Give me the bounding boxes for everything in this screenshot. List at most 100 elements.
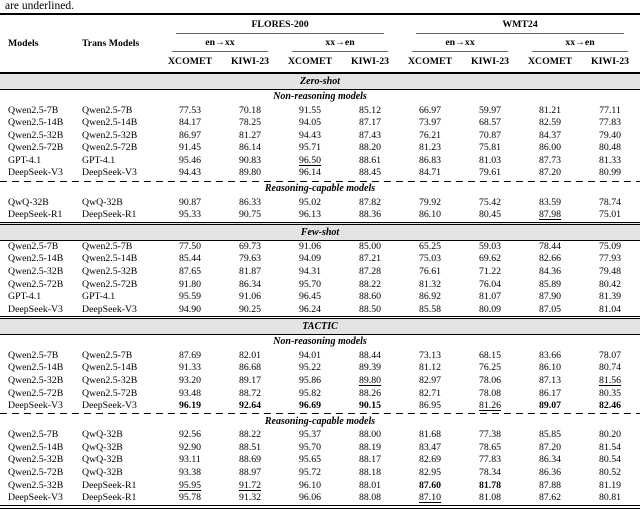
score-cell: 70.18 — [238, 104, 262, 116]
score-cell: 77.53 — [178, 104, 202, 116]
score-cell: 89.17 — [238, 375, 262, 386]
trans-model-cell: Qwen2.5-7B — [82, 349, 133, 361]
model-cell: Qwen2.5-7B — [8, 104, 59, 116]
subsection-title: Non-reasoning models — [273, 91, 367, 102]
trans-model-cell: Qwen2.5-72B — [82, 142, 138, 154]
model-cell: DeepSeek-V3 — [8, 167, 63, 179]
score-cell: 86.97 — [178, 129, 202, 141]
score-cell: 88.72 — [238, 387, 262, 399]
score-cell: 95.82 — [298, 387, 322, 399]
score-cell: 81.78 — [479, 479, 502, 491]
score-cell: 88.17 — [358, 454, 382, 466]
score-cell: 88.19 — [358, 441, 382, 453]
trans-models-column-header: Trans Models — [82, 38, 140, 49]
score-cell: 88.22 — [238, 429, 262, 441]
score-cell: 86.95 — [419, 400, 442, 412]
score-cell: 90.15 — [358, 400, 382, 412]
score-cell: 81.12 — [419, 362, 442, 374]
score-cell: 81.07 — [479, 291, 502, 303]
score-cell: 81.32 — [419, 278, 442, 290]
score-cell: 82.66 — [539, 253, 562, 265]
metric-header-kiwi23: KIWI-23 — [470, 56, 510, 67]
score-cell: 59.03 — [479, 240, 502, 252]
score-cell: 96.13 — [298, 209, 322, 221]
score-cell: 81.56 — [599, 375, 622, 386]
score-cell: 80.35 — [599, 387, 622, 399]
section-header-row: TACTIC — [0, 317, 640, 335]
score-cell: 76.04 — [479, 278, 502, 290]
score-cell: 81.23 — [419, 142, 442, 154]
trans-model-cell: QwQ-32B — [82, 454, 123, 466]
model-cell: Qwen2.5-72B — [8, 467, 64, 479]
table-row: GPT-4.1 GPT-4.1 95.59 91.06 96.45 88.60 86.92 8… — [0, 291, 640, 304]
trans-model-cell: Qwen2.5-7B — [82, 104, 133, 116]
score-cell: 81.19 — [599, 479, 622, 491]
score-cell: 87.82 — [358, 196, 382, 208]
score-cell: 88.45 — [358, 167, 382, 179]
table-row: DeepSeek-V3 DeepSeek-V3 94.90 90.25 96.24 88.… — [0, 304, 640, 318]
results-table: Models Trans Models FLORES-200 WMT24 en→… — [0, 13, 640, 509]
score-cell: 80.81 — [599, 492, 622, 504]
score-cell: 73.13 — [419, 349, 442, 361]
score-cell: 86.36 — [539, 467, 562, 479]
score-cell: 96.10 — [298, 479, 322, 491]
score-cell: 78.65 — [479, 441, 502, 453]
trans-model-cell: DeepSeek-R1 — [82, 492, 137, 504]
model-cell: DeepSeek-V3 — [8, 400, 63, 412]
score-cell: 88.44 — [358, 349, 382, 361]
score-cell: 88.20 — [358, 142, 382, 154]
subsection-header-row: Non-reasoning models — [0, 90, 640, 105]
score-cell: 88.26 — [358, 387, 382, 399]
table-row: Qwen2.5-14B Qwen2.5-14B 84.17 78.25 94.05 87.… — [0, 117, 640, 130]
score-cell: 95.46 — [178, 154, 202, 166]
score-cell: 90.83 — [238, 154, 262, 166]
model-cell: GPT-4.1 — [8, 154, 42, 166]
score-cell: 82.01 — [238, 349, 262, 361]
score-cell: 87.28 — [358, 265, 382, 277]
score-cell: 95.78 — [178, 492, 202, 504]
score-cell: 88.50 — [358, 303, 382, 315]
score-cell: 87.73 — [539, 154, 562, 166]
score-cell: 86.92 — [419, 291, 442, 303]
score-cell: 75.03 — [419, 253, 442, 265]
model-cell: Qwen2.5-32B — [8, 375, 64, 386]
score-cell: 85.44 — [178, 253, 202, 265]
dataset-header-flores: FLORES-200 — [160, 14, 400, 34]
score-cell: 75.01 — [599, 209, 622, 221]
score-cell: 87.21 — [358, 253, 382, 265]
score-cell: 87.20 — [539, 441, 562, 453]
score-cell: 88.18 — [358, 467, 382, 479]
score-cell: 87.10 — [419, 492, 442, 504]
score-cell: 89.39 — [358, 362, 382, 374]
model-cell: Qwen2.5-14B — [8, 253, 64, 265]
score-cell: 86.34 — [238, 278, 262, 290]
header-row-datasets: Models Trans Models FLORES-200 WMT24 — [0, 14, 640, 49]
trans-model-cell: Qwen2.5-14B — [82, 362, 138, 374]
table-row: Qwen2.5-7B Qwen2.5-7B 87.69 82.01 94.01 88.44… — [0, 350, 640, 363]
model-cell: GPT-4.1 — [8, 291, 42, 303]
score-cell: 96.06 — [298, 492, 322, 504]
trans-model-cell: DeepSeek-R1 — [82, 479, 137, 491]
score-cell: 81.21 — [539, 104, 562, 116]
trans-model-cell: GPT-4.1 — [82, 291, 116, 303]
score-cell: 69.73 — [238, 240, 262, 252]
score-cell: 85.89 — [539, 278, 562, 290]
model-cell: Qwen2.5-14B — [8, 441, 64, 453]
score-cell: 89.80 — [238, 167, 262, 179]
score-cell: 83.59 — [539, 196, 562, 208]
table-row: Qwen2.5-32B Qwen2.5-32B 86.97 81.27 94.43 87.… — [0, 130, 640, 143]
score-cell: 96.19 — [178, 400, 202, 412]
score-cell: 92.90 — [178, 441, 202, 453]
score-cell: 85.85 — [539, 429, 562, 441]
table-row: Qwen2.5-32B QwQ-32B 93.11 88.69 95.65 88.17 82… — [0, 454, 640, 467]
score-cell: 77.11 — [599, 104, 621, 116]
score-cell: 86.10 — [539, 362, 562, 374]
score-cell: 93.20 — [178, 375, 202, 386]
score-cell: 88.69 — [238, 454, 262, 466]
trans-model-cell: QwQ-32B — [82, 467, 123, 479]
score-cell: 80.52 — [599, 467, 622, 479]
score-cell: 69.62 — [479, 253, 502, 265]
score-cell: 94.43 — [298, 129, 322, 141]
score-cell: 78.34 — [479, 467, 502, 479]
score-cell: 87.90 — [539, 291, 562, 303]
